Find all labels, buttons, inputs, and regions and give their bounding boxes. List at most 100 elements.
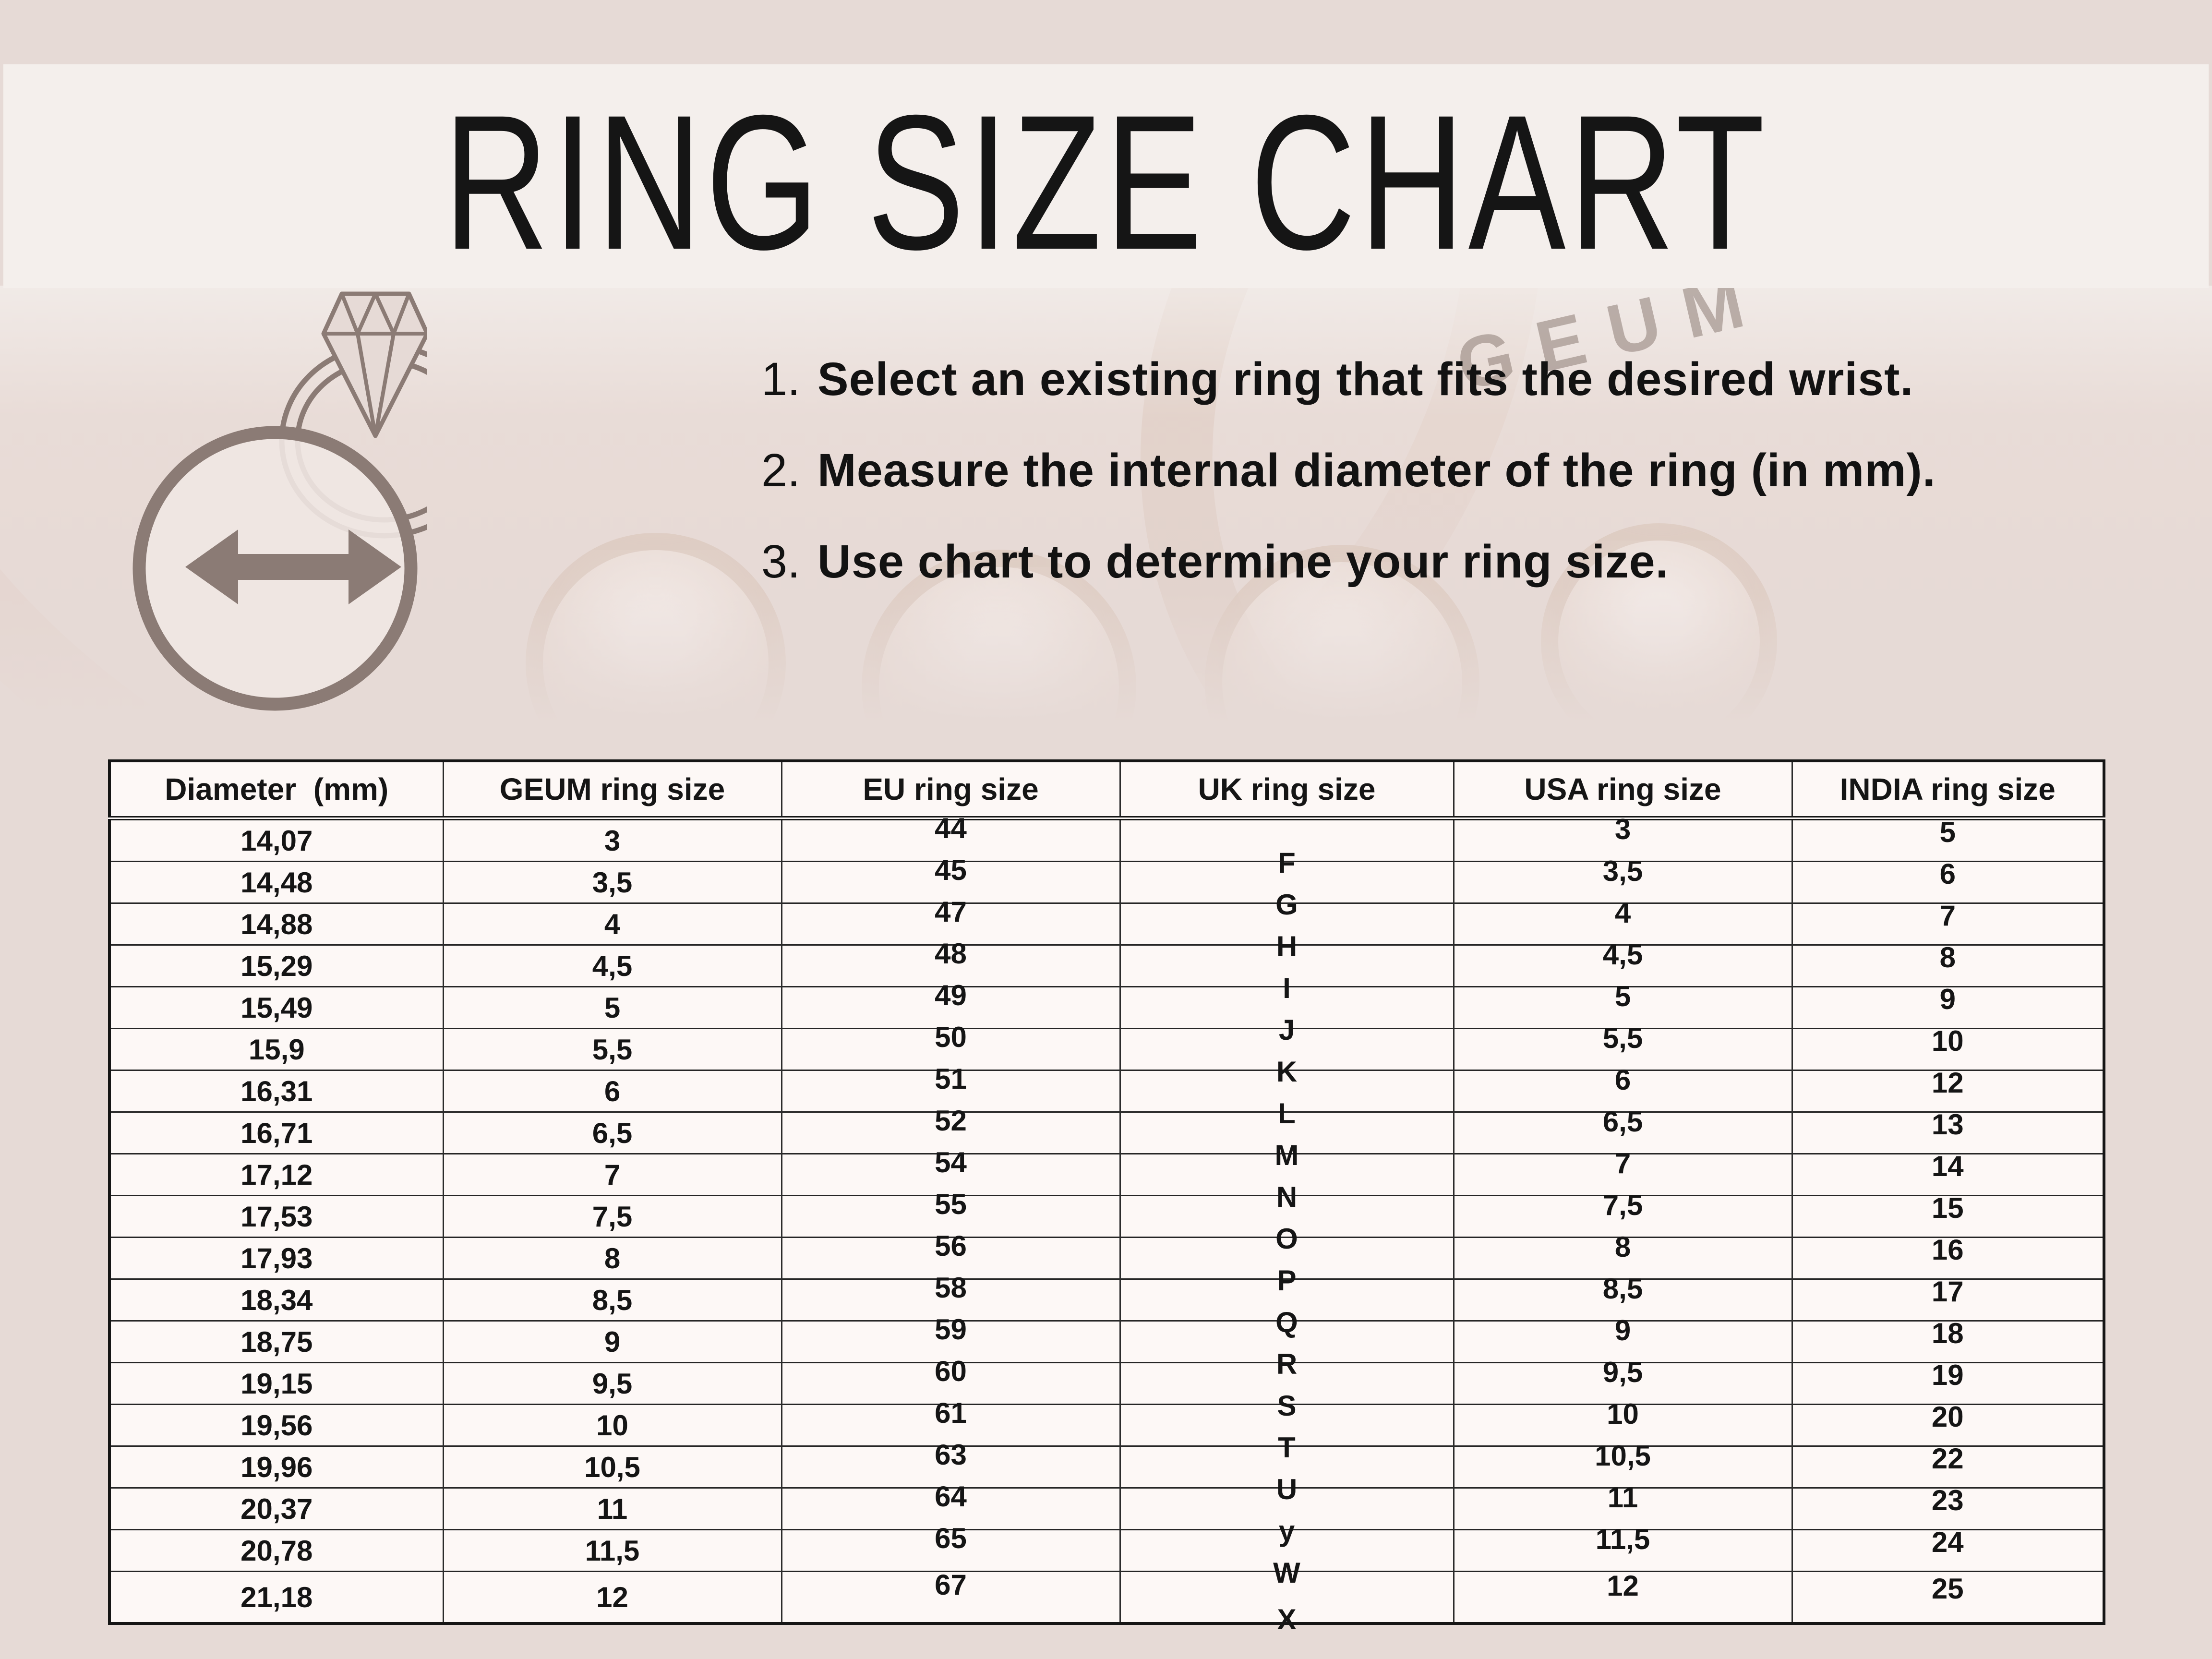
table-row: 14,48 3,5 45 G 3,5 6 bbox=[109, 854, 2104, 921]
table-cell: 6,5 bbox=[1453, 1106, 1792, 1154]
table-cell: 16,71 bbox=[109, 1111, 443, 1154]
instruction-item: 3. Use chart to determine your ring size. bbox=[761, 516, 1936, 607]
instruction-text: Select an existing ring that fits the de… bbox=[817, 353, 1914, 405]
table-cell: 5 bbox=[442, 986, 781, 1029]
table-cell: 7 bbox=[1453, 1147, 1792, 1196]
table-cell: 20,78 bbox=[109, 1529, 443, 1572]
table-cell: 5,5 bbox=[1453, 1022, 1792, 1070]
table-cell: 60 bbox=[781, 1355, 1120, 1405]
table-cell: 19,56 bbox=[109, 1404, 443, 1446]
table-cell: O bbox=[1119, 1195, 1454, 1255]
table-cell: 61 bbox=[781, 1397, 1120, 1446]
table-cell: 3,5 bbox=[442, 861, 781, 903]
table-cell: S bbox=[1119, 1362, 1454, 1422]
column-header: Diameter (mm) bbox=[109, 761, 443, 820]
table-cell: W bbox=[1119, 1529, 1454, 1589]
instruction-number: 3. bbox=[761, 535, 800, 588]
table-cell: 15 bbox=[1791, 1192, 2104, 1238]
table-row: 16,71 6,5 52 M 6,5 13 bbox=[109, 1105, 2104, 1171]
instruction-number: 2. bbox=[761, 444, 800, 496]
table-cell: 55 bbox=[781, 1188, 1120, 1238]
table-row: 17,12 7 54 N 7 14 bbox=[109, 1146, 2104, 1213]
table-cell: 64 bbox=[781, 1480, 1120, 1530]
table-cell: 18 bbox=[1791, 1317, 2104, 1363]
table-cell: P bbox=[1119, 1237, 1454, 1297]
table-cell: 14,07 bbox=[240, 824, 313, 857]
table-cell: 8 bbox=[442, 1237, 781, 1279]
table-cell: 12 bbox=[1791, 1067, 2104, 1112]
table-cell: K bbox=[1119, 1028, 1454, 1088]
table-cell: 10 bbox=[1791, 1025, 2104, 1070]
table-cell: 15,29 bbox=[109, 944, 443, 987]
table-cell: 5,5 bbox=[442, 1028, 781, 1070]
table-cell: 3,5 bbox=[1453, 855, 1792, 903]
table-cell: 18,34 bbox=[109, 1278, 443, 1321]
table-body: 14,07 3 44 F 3 5 14,48 3,5 45 G 3,5 6 14,88 4 47 H 4 7 15,… bbox=[109, 812, 2104, 1635]
table-cell: 63 bbox=[781, 1439, 1120, 1488]
instruction-text: Measure the internal diameter of the rin… bbox=[817, 444, 1936, 496]
table-cell: 11 bbox=[442, 1487, 781, 1530]
column-header: GEUM ring size bbox=[442, 761, 781, 820]
table-cell: 7 bbox=[442, 1153, 781, 1196]
table-cell: 15,9 bbox=[109, 1028, 443, 1070]
table-row: 20,37 11 64 y 11 23 bbox=[109, 1480, 2104, 1547]
table-cell: 14,48 bbox=[109, 861, 443, 903]
table-cell: 3 bbox=[1453, 813, 1792, 862]
table-cell: 7,5 bbox=[1453, 1189, 1792, 1238]
table-cell: 10 bbox=[1453, 1398, 1792, 1446]
page-title: RING SIZE CHART bbox=[443, 75, 1769, 289]
table-row: 14,88 4 47 H 4 7 bbox=[109, 896, 2104, 962]
table-row: 15,29 4,5 48 I 4,5 8 bbox=[109, 938, 2104, 1004]
table-cell: 8 bbox=[1791, 941, 2104, 987]
table-cell: 11 bbox=[1453, 1481, 1792, 1530]
table-cell: 14,88 bbox=[109, 902, 443, 945]
table-row: 19,15 9,5 60 S 9,5 19 bbox=[109, 1355, 2104, 1422]
table-cell: 5 bbox=[1791, 816, 2104, 862]
table-cell: 9 bbox=[1453, 1314, 1792, 1363]
table-cell: 14 bbox=[1791, 1150, 2104, 1196]
table-cell: 16 bbox=[1791, 1234, 2104, 1279]
table-cell: 4,5 bbox=[442, 944, 781, 987]
table-cell: 3 bbox=[442, 818, 781, 862]
table-cell: 25 bbox=[1791, 1571, 2104, 1623]
table-cell: 50 bbox=[781, 1021, 1120, 1070]
table-cell: 17 bbox=[1791, 1275, 2104, 1321]
table-cell: 56 bbox=[781, 1230, 1120, 1279]
table-cell: 58 bbox=[781, 1272, 1120, 1321]
table-cell: 18,75 bbox=[109, 1320, 443, 1363]
table-cell: 67 bbox=[781, 1569, 1120, 1623]
table-cell: 19 bbox=[1791, 1359, 2104, 1405]
table-cell: 54 bbox=[781, 1146, 1120, 1196]
table-cell: 49 bbox=[781, 979, 1120, 1029]
table-row: 16,31 6 51 L 6 12 bbox=[109, 1063, 2104, 1130]
table-cell: H bbox=[1119, 902, 1454, 962]
table-cell: 11,5 bbox=[442, 1529, 781, 1572]
instructions-list: 1. Select an existing ring that fits the … bbox=[761, 334, 1936, 607]
instruction-item: 1. Select an existing ring that fits the … bbox=[761, 334, 1936, 425]
table-row: 19,96 10,5 63 U 10,5 22 bbox=[109, 1439, 2104, 1505]
table-cell: 7,5 bbox=[442, 1195, 781, 1238]
column-header: INDIA ring size bbox=[1791, 761, 2104, 820]
table-cell: 6 bbox=[1791, 858, 2104, 903]
table-cell: 45 bbox=[781, 854, 1120, 903]
table-cell: 9 bbox=[1791, 983, 2104, 1029]
instruction-item: 2. Measure the internal diameter of the r… bbox=[761, 425, 1936, 516]
table-cell: 6,5 bbox=[442, 1111, 781, 1154]
table-cell: 6 bbox=[1453, 1064, 1792, 1112]
table-row: 19,56 10 61 T 10 20 bbox=[109, 1397, 2104, 1464]
table-cell: 9,5 bbox=[1453, 1356, 1792, 1405]
table-cell: X bbox=[1119, 1571, 1454, 1635]
table-cell: 15,49 bbox=[109, 986, 443, 1029]
table-header-row: Diameter (mm) GEUM ring size EU ring size U… bbox=[109, 761, 2104, 820]
table-cell: N bbox=[1119, 1153, 1454, 1213]
table-cell: J bbox=[1119, 986, 1454, 1046]
table-cell: L bbox=[1119, 1070, 1454, 1130]
table-row: 21,18 12 67 X 12 25 bbox=[109, 1569, 2104, 1635]
table-cell: 51 bbox=[781, 1063, 1120, 1112]
table-cell: y bbox=[1119, 1487, 1454, 1547]
diamond-facets bbox=[324, 293, 427, 436]
table-cell: 9,5 bbox=[442, 1362, 781, 1405]
table-cell: 23 bbox=[1791, 1484, 2104, 1530]
table-cell: 48 bbox=[781, 938, 1120, 987]
